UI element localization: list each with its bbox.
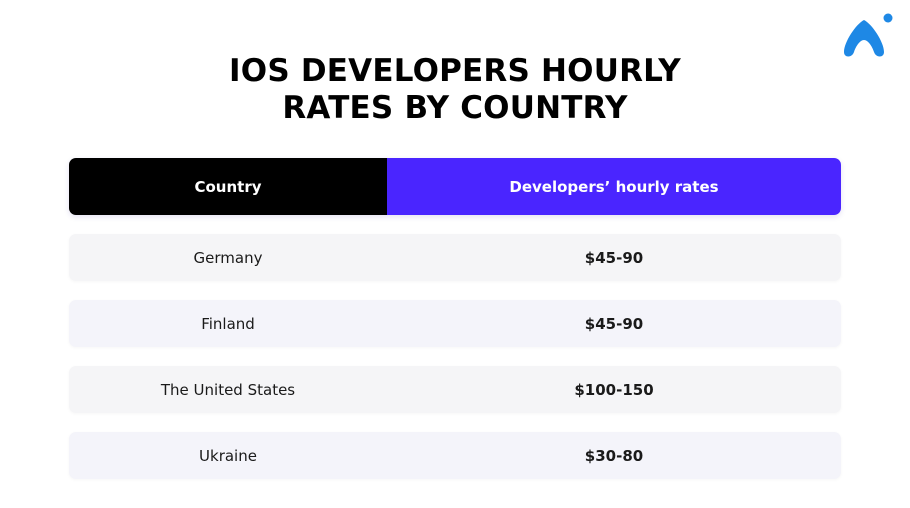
- table-row: Finland $45-90: [69, 300, 841, 347]
- rates-table: Country Developers’ hourly rates Germany…: [69, 158, 841, 479]
- header-hourly-rates: Developers’ hourly rates: [387, 158, 841, 215]
- table-row: Germany $45-90: [69, 234, 841, 281]
- country-cell: The United States: [160, 380, 296, 399]
- rate-cell: $100-150: [574, 380, 654, 399]
- table-header: Country Developers’ hourly rates: [69, 158, 841, 215]
- rate-cell: $30-80: [584, 446, 644, 465]
- rate-cell: $45-90: [584, 248, 644, 267]
- table-row: The United States $100-150: [69, 366, 841, 413]
- country-cell: Germany: [193, 248, 263, 267]
- country-cell: Finland: [201, 314, 255, 333]
- table-row: Ukraine $30-80: [69, 432, 841, 479]
- header-country: Country: [69, 158, 387, 215]
- rate-cell: $45-90: [584, 314, 644, 333]
- brand-logo-icon: [838, 12, 894, 60]
- title-line-2: RATES BY COUNTRY: [282, 90, 628, 126]
- page-title: IOS DEVELOPERS HOURLY RATES BY COUNTRY: [0, 53, 910, 127]
- country-cell: Ukraine: [199, 446, 257, 465]
- title-line-1: IOS DEVELOPERS HOURLY: [229, 53, 681, 89]
